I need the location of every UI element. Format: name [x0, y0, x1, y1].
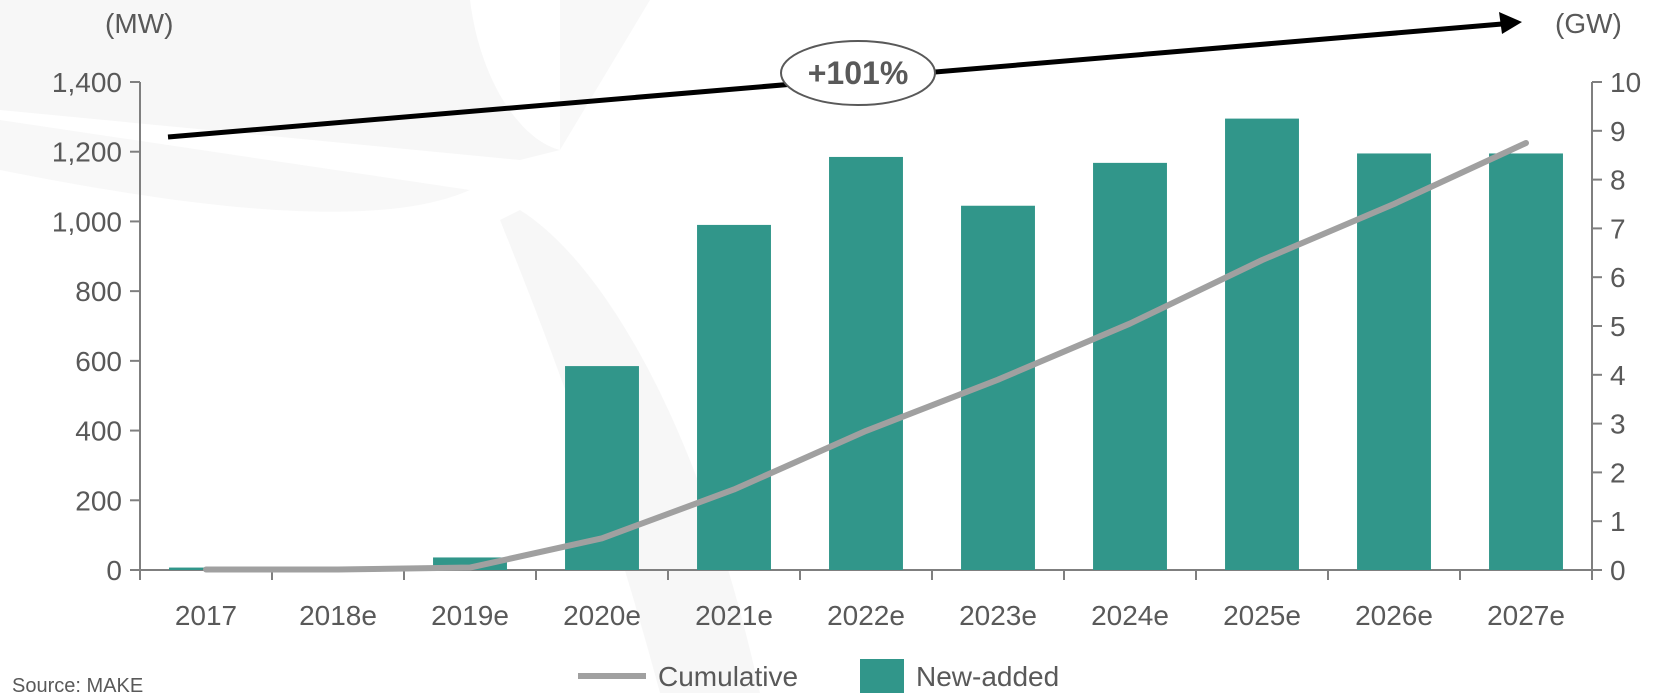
left-tick-label: 600 — [75, 346, 122, 377]
source-note: Source: MAKE — [12, 675, 143, 693]
legend-new-added-swatch — [860, 659, 904, 693]
legend: Cumulative New-added — [578, 659, 1059, 693]
right-tick-label: 4 — [1610, 360, 1626, 391]
right-tick-label: 5 — [1610, 311, 1626, 342]
x-tick-label: 2020e — [563, 600, 641, 631]
x-tick-label: 2018e — [299, 600, 377, 631]
left-tick-label: 200 — [75, 485, 122, 516]
cumulative-line-layer — [203, 140, 1529, 573]
right-tick-label: 0 — [1610, 555, 1626, 586]
right-tick-label: 1 — [1610, 506, 1626, 537]
x-axis-ticks: 2017 2018e 2019e 2020e 2021e 2022e 2023e 2024e 2… — [139, 570, 1593, 631]
bar-new-added-2026e — [1357, 153, 1431, 570]
left-tick-label: 1,200 — [52, 137, 122, 168]
right-tick-label: 3 — [1610, 409, 1626, 440]
legend-cumulative-label: Cumulative — [658, 661, 798, 692]
right-tick-label: 7 — [1610, 213, 1626, 244]
left-tick-label: 0 — [106, 555, 122, 586]
right-tick-label: 6 — [1610, 262, 1626, 293]
right-axis-ticks: 0 1 2 3 4 5 6 7 8 9 10 — [1592, 67, 1641, 586]
left-tick-label: 1,400 — [52, 67, 122, 98]
trend-arrow-head — [1499, 12, 1522, 34]
growth-callout-text: +101% — [808, 55, 909, 91]
growth-callout-ellipse — [780, 40, 936, 106]
right-tick-label: 9 — [1610, 116, 1626, 147]
right-axis-unit: (GW) — [1555, 8, 1622, 39]
left-axis-ticks: 0 200 400 600 800 1,000 1,200 1,400 — [52, 67, 140, 586]
legend-new-added-label: New-added — [916, 661, 1059, 692]
x-tick-label: 2017 — [175, 600, 237, 631]
right-tick-label: 10 — [1610, 67, 1641, 98]
x-tick-label: 2024e — [1091, 600, 1169, 631]
x-tick-label: 2027e — [1487, 600, 1565, 631]
left-tick-label: 800 — [75, 276, 122, 307]
x-tick-label: 2023e — [959, 600, 1037, 631]
bar-new-added-2022e — [829, 156, 903, 570]
bar-new-added-2024e — [1093, 162, 1167, 570]
bar-new-added-2025e — [1225, 118, 1299, 570]
x-tick-label: 2025e — [1223, 600, 1301, 631]
left-axis-unit: (MW) — [105, 8, 173, 39]
right-tick-label: 2 — [1610, 457, 1626, 488]
left-tick-label: 400 — [75, 416, 122, 447]
bar-new-added-2027e — [1489, 153, 1563, 570]
x-tick-label: 2026e — [1355, 600, 1433, 631]
bar-new-added-2021e — [697, 224, 771, 570]
bars-new-added — [169, 118, 1563, 570]
x-tick-label: 2022e — [827, 600, 905, 631]
left-tick-label: 1,000 — [52, 206, 122, 237]
x-tick-label: 2019e — [431, 600, 509, 631]
right-tick-label: 8 — [1610, 165, 1626, 196]
x-tick-label: 2021e — [695, 600, 773, 631]
